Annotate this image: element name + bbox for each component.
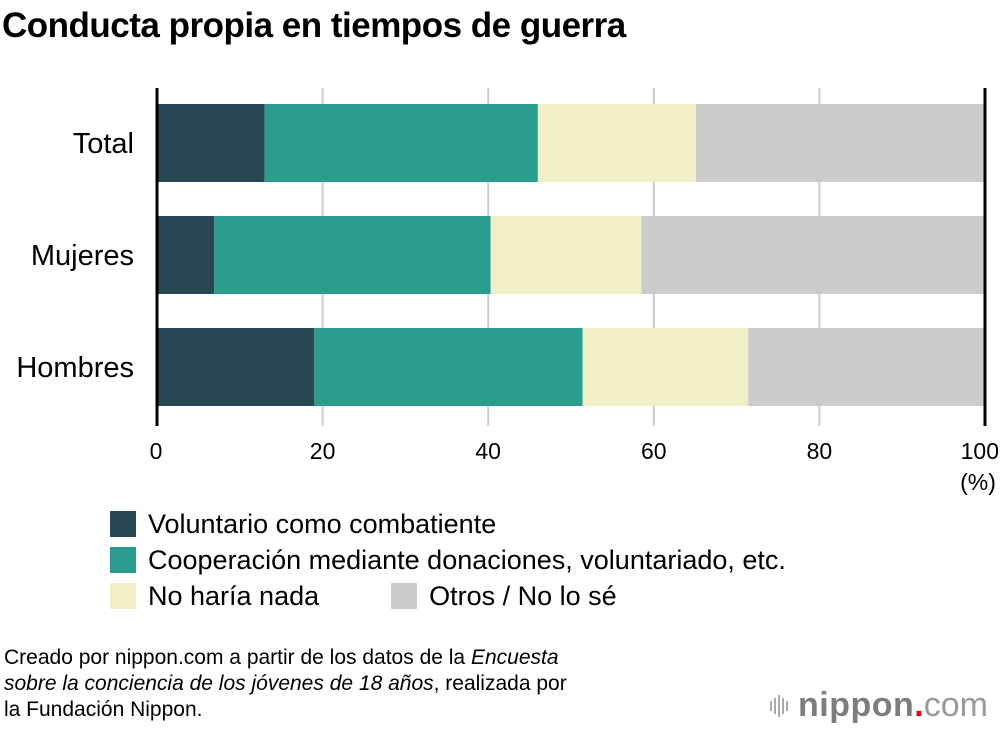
bar-segment	[490, 216, 642, 294]
bar-segment	[214, 216, 491, 294]
x-tick-label: 60	[641, 438, 667, 464]
chart-title: Conducta propia en tiempos de guerra	[2, 6, 626, 45]
legend-swatch	[391, 583, 418, 609]
bar-chart: Total Mujeres Hombres 0 20 40 60 80 100 (%)	[16, 88, 999, 495]
legend-label: Otros / No lo sé	[429, 580, 617, 611]
logo-tld: com	[923, 686, 988, 724]
source-survey-name-cont: sobre la conciencia de los jóvenes de 18…	[4, 672, 434, 695]
bar-segment	[157, 104, 265, 182]
bar-segment	[314, 328, 583, 406]
source-note: Creado por nippon.com a partir de los da…	[4, 645, 567, 723]
source-text: Creado por nippon.com a partir de los da…	[4, 646, 471, 669]
category-label: Total	[73, 128, 134, 160]
bar-segment	[264, 104, 538, 182]
logo-brand: nippon	[798, 686, 915, 724]
logo-sound-bars-icon	[770, 694, 790, 717]
x-tick-label: 80	[807, 438, 833, 464]
category-label: Hombres	[16, 352, 134, 384]
legend-row: Cooperación mediante donaciones, volunta…	[110, 542, 858, 578]
tick-labels: 0 20 40 60 80 100	[150, 438, 999, 464]
axes	[155, 88, 987, 426]
x-tick-label: 100	[961, 438, 999, 464]
legend-label: Cooperación mediante donaciones, volunta…	[148, 544, 786, 575]
legend-row: Voluntario como combatiente	[110, 506, 858, 542]
legend: Voluntario como combatiente Cooperación m…	[110, 506, 858, 614]
x-tick-label: 20	[310, 438, 336, 464]
legend-label: Voluntario como combatiente	[148, 508, 497, 539]
legend-item: No haría nada	[110, 581, 319, 612]
source-text-2: , realizada por	[433, 672, 567, 695]
bar-segment	[696, 104, 985, 182]
source-survey-name: Encuesta	[470, 646, 559, 669]
legend-swatch	[110, 511, 136, 537]
source-text-3: la Fundación Nippon.	[4, 698, 203, 721]
legend-item: Voluntario como combatiente	[110, 509, 496, 540]
bars	[157, 104, 985, 406]
logo-dot: .	[914, 686, 924, 724]
bar-segment	[157, 328, 315, 406]
bar-segment	[582, 328, 749, 406]
bar-segment	[748, 328, 985, 406]
legend-item: Otros / No lo sé	[391, 581, 617, 612]
nippon-logo: nippon. com	[770, 686, 988, 725]
x-tick-label: 40	[475, 438, 501, 464]
legend-row: No haría nada Otros / No lo sé	[110, 578, 858, 614]
legend-item: Cooperación mediante donaciones, volunta…	[110, 545, 786, 576]
x-axis-unit-label: (%)	[960, 469, 996, 495]
legend-swatch	[110, 583, 136, 609]
x-tick-label: 0	[150, 438, 163, 464]
bar-segment	[537, 104, 697, 182]
category-label: Mujeres	[31, 240, 134, 272]
legend-label: No haría nada	[148, 580, 320, 611]
bar-segment	[641, 216, 985, 294]
category-labels: Total Mujeres Hombres	[16, 128, 134, 384]
legend-swatch	[110, 547, 136, 573]
bar-segment	[157, 216, 215, 294]
